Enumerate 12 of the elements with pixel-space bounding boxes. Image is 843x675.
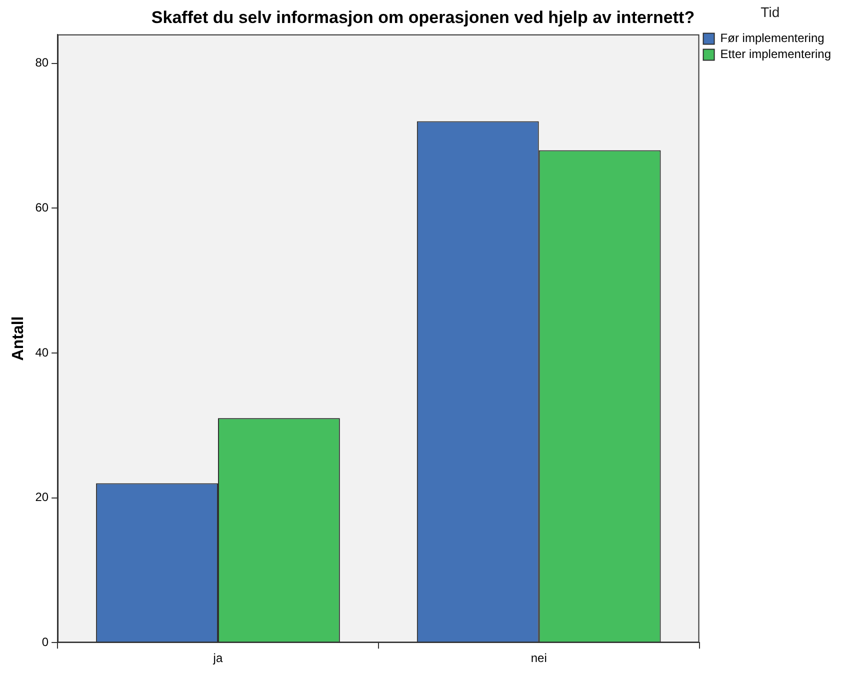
- y-tick-label: 60: [35, 200, 49, 214]
- legend-title: Tid: [760, 4, 780, 20]
- chart-title: Skaffet du selv informasjon om operasjonen ved hjelp av internett?: [151, 8, 695, 27]
- y-tick-label: 40: [35, 345, 49, 360]
- x-tick-label: nei: [530, 651, 547, 666]
- legend-label: Etter implementering: [720, 47, 832, 62]
- legend-label: Før implementering: [720, 31, 824, 46]
- y-tick-label: 0: [42, 634, 49, 649]
- x-tick-label: ja: [212, 651, 223, 666]
- y-axis-title: Antall: [10, 316, 28, 361]
- y-tick-label: 80: [35, 56, 49, 70]
- y-tick-label: 20: [35, 490, 49, 504]
